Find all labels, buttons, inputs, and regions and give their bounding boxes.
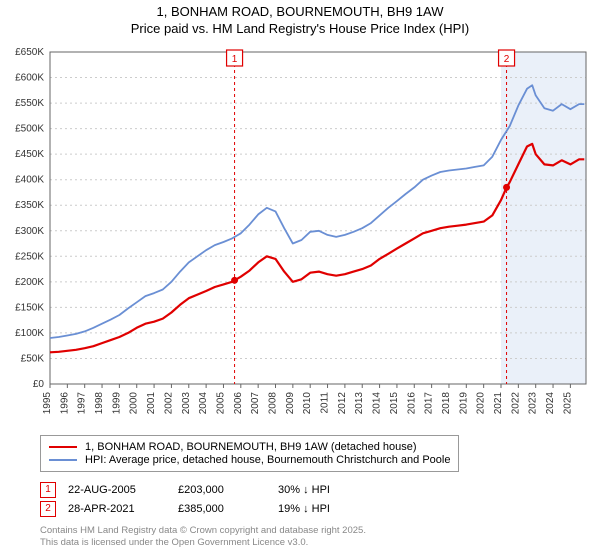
marker-badge: 2: [40, 501, 56, 517]
svg-text:2018: 2018: [441, 391, 452, 414]
footnote-line-1: Contains HM Land Registry data © Crown c…: [40, 525, 600, 537]
svg-text:1995: 1995: [42, 391, 53, 414]
chart-container: 1, BONHAM ROAD, BOURNEMOUTH, BH9 1AW Pri…: [0, 0, 600, 549]
svg-text:2011: 2011: [320, 391, 331, 413]
svg-text:1999: 1999: [111, 391, 122, 414]
svg-text:2010: 2010: [302, 391, 313, 414]
svg-text:2019: 2019: [458, 391, 469, 414]
svg-text:2003: 2003: [181, 391, 192, 414]
svg-text:2023: 2023: [528, 391, 539, 414]
svg-text:£600K: £600K: [15, 72, 44, 83]
legend-row: 1, BONHAM ROAD, BOURNEMOUTH, BH9 1AW (de…: [49, 441, 450, 453]
marker-date: 22-AUG-2005: [68, 484, 178, 496]
marker-table: 1 22-AUG-2005 £203,000 30% ↓ HPI 2 28-AP…: [40, 482, 600, 517]
svg-text:£650K: £650K: [15, 47, 44, 58]
legend-label-0: 1, BONHAM ROAD, BOURNEMOUTH, BH9 1AW (de…: [85, 441, 417, 453]
svg-text:2017: 2017: [424, 391, 435, 414]
svg-text:£450K: £450K: [15, 149, 44, 160]
svg-text:£250K: £250K: [15, 251, 44, 262]
marker-row: 2 28-APR-2021 £385,000 19% ↓ HPI: [40, 501, 600, 517]
svg-text:2022: 2022: [510, 391, 521, 414]
svg-text:2006: 2006: [233, 391, 244, 414]
svg-text:£200K: £200K: [15, 277, 44, 288]
svg-text:2020: 2020: [476, 391, 487, 414]
svg-text:1996: 1996: [59, 391, 70, 414]
svg-text:1997: 1997: [77, 391, 88, 414]
legend-row: HPI: Average price, detached house, Bour…: [49, 454, 450, 466]
svg-text:2013: 2013: [354, 391, 365, 414]
svg-text:2021: 2021: [493, 391, 504, 414]
marker-badge: 1: [40, 482, 56, 498]
svg-text:£500K: £500K: [15, 123, 44, 134]
legend: 1, BONHAM ROAD, BOURNEMOUTH, BH9 1AW (de…: [40, 435, 459, 472]
title-line-1: 1, BONHAM ROAD, BOURNEMOUTH, BH9 1AW: [0, 4, 600, 21]
marker-date: 28-APR-2021: [68, 503, 178, 515]
legend-label-1: HPI: Average price, detached house, Bour…: [85, 454, 450, 466]
svg-text:2015: 2015: [389, 391, 400, 414]
svg-text:£550K: £550K: [15, 98, 44, 109]
title-line-2: Price paid vs. HM Land Registry's House …: [0, 21, 600, 38]
marker-delta: 19% ↓ HPI: [278, 503, 388, 515]
svg-text:2014: 2014: [372, 391, 383, 414]
marker-row: 1 22-AUG-2005 £203,000 30% ↓ HPI: [40, 482, 600, 498]
svg-text:2001: 2001: [146, 391, 157, 414]
svg-text:1: 1: [232, 54, 238, 65]
svg-text:£0: £0: [33, 379, 45, 390]
svg-text:2008: 2008: [268, 391, 279, 414]
svg-text:1998: 1998: [94, 391, 105, 414]
svg-text:2005: 2005: [215, 391, 226, 414]
chart-area: £0 £50K £100K £150K £200K £250K £300K £350K £400…: [0, 44, 600, 429]
svg-text:2025: 2025: [562, 391, 573, 414]
svg-text:£300K: £300K: [15, 226, 44, 237]
svg-text:2004: 2004: [198, 391, 209, 414]
marker-delta: 30% ↓ HPI: [278, 484, 388, 496]
legend-swatch-1: [49, 459, 77, 461]
chart-svg: £0 £50K £100K £150K £200K £250K £300K £350K £400…: [0, 44, 600, 424]
svg-text:2012: 2012: [337, 391, 348, 414]
legend-swatch-0: [49, 446, 77, 448]
svg-text:2024: 2024: [545, 391, 556, 414]
marker-price: £385,000: [178, 503, 278, 515]
svg-text:2009: 2009: [285, 391, 296, 414]
svg-text:2007: 2007: [250, 391, 261, 414]
svg-text:£350K: £350K: [15, 200, 44, 211]
title-block: 1, BONHAM ROAD, BOURNEMOUTH, BH9 1AW Pri…: [0, 0, 600, 44]
svg-text:2000: 2000: [129, 391, 140, 414]
svg-text:£50K: £50K: [21, 353, 45, 364]
marker-price: £203,000: [178, 484, 278, 496]
svg-text:£100K: £100K: [15, 328, 44, 339]
svg-text:2: 2: [504, 54, 510, 65]
svg-text:£150K: £150K: [15, 302, 44, 313]
svg-text:2002: 2002: [163, 391, 174, 414]
footnote-line-2: This data is licensed under the Open Gov…: [40, 537, 600, 549]
svg-text:2016: 2016: [406, 391, 417, 414]
svg-text:£400K: £400K: [15, 174, 44, 185]
footnote: Contains HM Land Registry data © Crown c…: [40, 525, 600, 550]
